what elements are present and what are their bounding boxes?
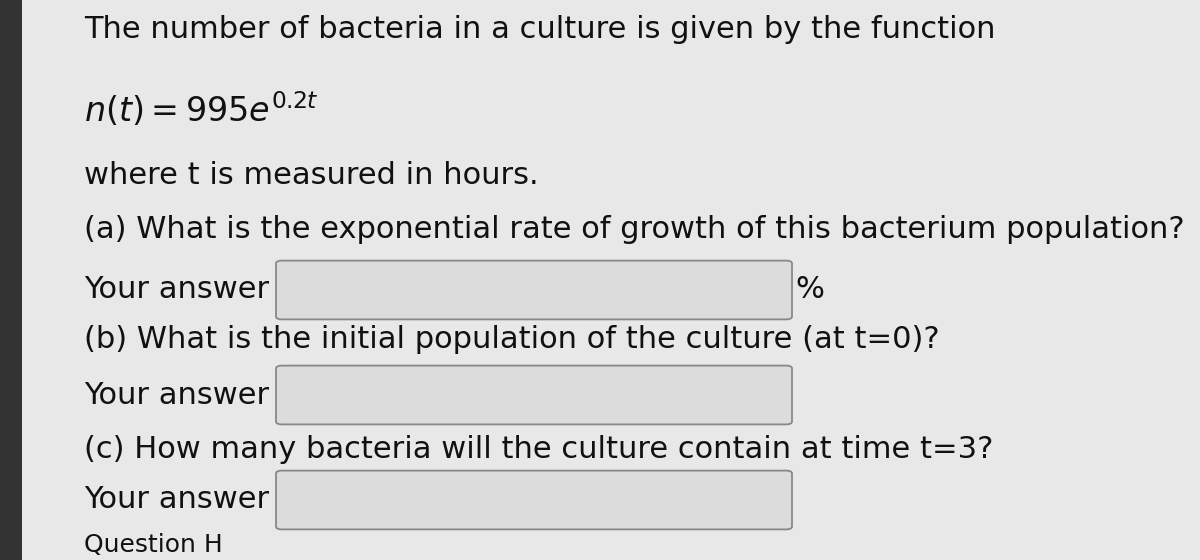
Text: Your answer is: Your answer is	[84, 276, 304, 305]
Text: where t is measured in hours.: where t is measured in hours.	[84, 161, 539, 189]
Text: $n(t) = 995e^{0.2t}$: $n(t) = 995e^{0.2t}$	[84, 91, 319, 129]
FancyBboxPatch shape	[276, 366, 792, 424]
Text: (c) How many bacteria will the culture contain at time t=3?: (c) How many bacteria will the culture c…	[84, 436, 994, 464]
Text: (a) What is the exponential rate of growth of this bacterium population?: (a) What is the exponential rate of grow…	[84, 216, 1184, 245]
Text: Your answer is: Your answer is	[84, 486, 304, 515]
Text: Your answer is: Your answer is	[84, 380, 304, 409]
Text: The number of bacteria in a culture is given by the function: The number of bacteria in a culture is g…	[84, 16, 996, 44]
FancyBboxPatch shape	[276, 470, 792, 529]
Text: %: %	[796, 276, 824, 305]
Text: Question H: Question H	[84, 533, 223, 557]
Text: (b) What is the initial population of the culture (at t=0)?: (b) What is the initial population of th…	[84, 325, 940, 354]
FancyBboxPatch shape	[276, 260, 792, 319]
Bar	[0, 0, 22, 560]
